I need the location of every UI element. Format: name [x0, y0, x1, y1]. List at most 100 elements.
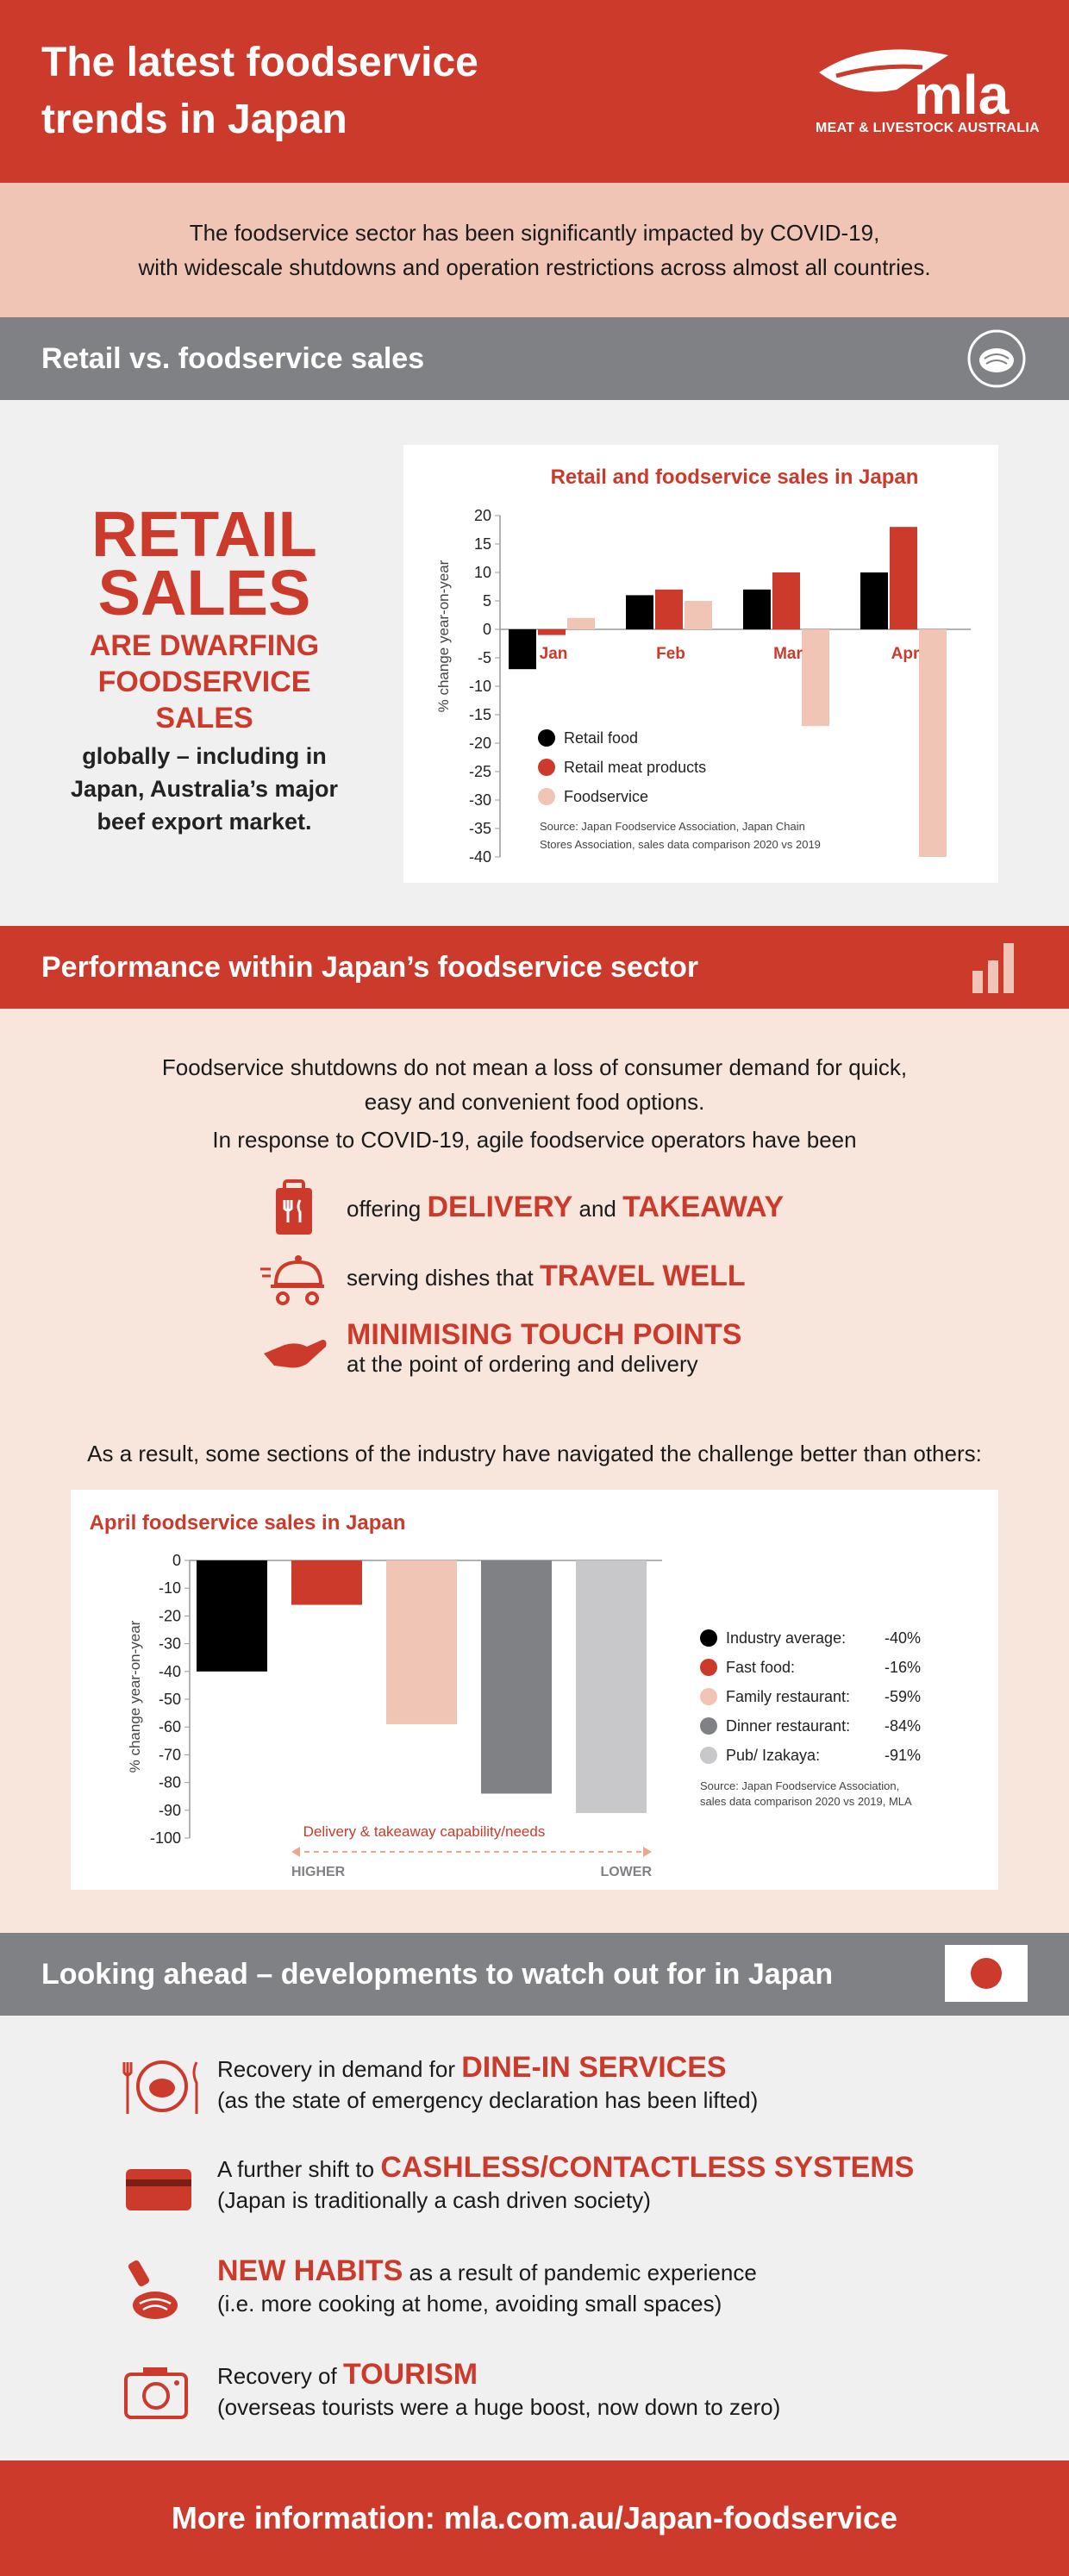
- section-title: Looking ahead – developments to watch ou…: [41, 1957, 834, 1991]
- chart-1-bar: [860, 572, 888, 629]
- meat-icon: [967, 329, 1026, 388]
- logo-subtitle: MEAT & LIVESTOCK AUSTRALIA: [816, 121, 1040, 135]
- chart-2-y-tick-label: -60: [159, 1718, 181, 1735]
- chart-1-bar: [890, 527, 917, 629]
- chart-1-y-tick-label: -25: [469, 763, 491, 780]
- dining-plate-icon: [122, 2060, 198, 2114]
- chart-1-legend-label: Foodservice: [564, 788, 648, 805]
- chart-2-y-tick-label: -40: [159, 1663, 181, 1680]
- header: The latest foodservice trends in Japan m…: [0, 0, 1069, 183]
- feature-takeaway-highlight: TAKEAWAY: [622, 1191, 785, 1223]
- intro-line-1: The foodservice sector has been signific…: [189, 220, 880, 246]
- japan-flag-icon: [945, 1945, 1028, 2002]
- chart-1-bar: [509, 629, 536, 670]
- ahead-2-prefix: A further shift to: [217, 2156, 381, 2182]
- section-header-retail: Retail vs. foodservice sales: [0, 317, 1069, 400]
- feature-travel-prefix: serving dishes that: [347, 1265, 541, 1291]
- callout-mid-2: FOODSERVICE: [97, 666, 311, 698]
- chart-2-legend-label: Dinner restaurant:: [726, 1717, 850, 1735]
- ahead-2-highlight: CASHLESS/CONTACTLESS SYSTEMS: [380, 2151, 915, 2184]
- chart-1-bar: [919, 629, 947, 857]
- intro: The foodservice sector has been signific…: [0, 183, 1069, 317]
- more-info-link[interactable]: More information: mla.com.au/Japan-foods…: [171, 2500, 898, 2535]
- chart-2-legend-swatch: [700, 1629, 717, 1647]
- ahead-3-highlight: NEW HABITS: [217, 2254, 403, 2287]
- chart-2-y-tick-label: -10: [159, 1579, 181, 1597]
- chart-2-title: April foodservice sales in Japan: [90, 1511, 406, 1535]
- chart-2-svg: April foodservice sales in Japan % chang…: [90, 1511, 921, 1879]
- chart-1-bar: [626, 595, 653, 629]
- chart-1-legend-label: Retail meat products: [564, 759, 706, 776]
- chart-2-bar: [576, 1560, 647, 1814]
- logo-text: mla: [914, 64, 1010, 126]
- chart-1-legend-swatch: [538, 729, 555, 747]
- sauce-meat-icon: [128, 2260, 178, 2319]
- takeaway-bag-icon: [276, 1179, 312, 1235]
- ahead-3-suffix: as a result of pandemic experience: [403, 2260, 757, 2285]
- card-icon: [126, 2169, 191, 2210]
- hand-icon: [264, 1340, 327, 1368]
- chart-1-bar: [655, 589, 683, 629]
- performance-paragraph-1: Foodservice shutdowns do not mean a loss…: [0, 1050, 1069, 1119]
- chart-1-svg: Retail and foodservice sales in Japan % …: [435, 466, 971, 866]
- ahead-item-habits: NEW HABITS as a result of pandemic exper…: [121, 2255, 757, 2324]
- ahead-4-prefix: Recovery of: [217, 2363, 343, 2389]
- feature-delivery-prefix: offering: [347, 1196, 428, 1222]
- feature-touch: MINIMISING TOUCH POINTS at the point of …: [259, 1319, 741, 1379]
- chart-1-y-tick-label: -40: [469, 848, 491, 866]
- chart-1-y-tick-label: 0: [483, 621, 491, 638]
- chart-retail-foodservice: Retail and foodservice sales in Japan % …: [403, 445, 998, 883]
- feature-delivery-and: and: [572, 1196, 623, 1222]
- chart-1-bar: [685, 601, 712, 629]
- chart-2-y-tick-label: 0: [172, 1552, 181, 1569]
- feature-travel-highlight: TRAVEL WELL: [540, 1260, 746, 1292]
- chart-1-source-1: Source: Japan Foodservice Association, J…: [540, 820, 805, 833]
- chart-1-y-tick-label: 15: [474, 535, 491, 553]
- page-title: The latest foodservice trends in Japan: [41, 40, 478, 142]
- chart-2-legend-swatch: [700, 1688, 717, 1705]
- chart-2-axis-end-higher: HIGHER: [291, 1865, 346, 1879]
- chart-2-legend-value: -59%: [885, 1688, 921, 1705]
- chart-1-bar: [772, 572, 800, 629]
- chart-1-y-tick-label: -15: [469, 706, 491, 723]
- chart-2-y-tick-label: -30: [159, 1635, 181, 1653]
- callout-mid-3: SALES: [155, 702, 253, 735]
- mla-logo: mla: [819, 49, 1010, 126]
- callout-big-1: RETAIL: [91, 498, 317, 570]
- ahead-4-highlight: TOURISM: [342, 2358, 478, 2391]
- chart-2-bar: [197, 1560, 267, 1672]
- chart-2-y-tick-label: -80: [159, 1774, 181, 1791]
- delivery-cloche-icon: [260, 1255, 324, 1305]
- chart-1-y-tick-label: 10: [474, 564, 491, 581]
- chart-2-y-tick-label: -100: [150, 1829, 181, 1847]
- chart-2-bar: [291, 1560, 362, 1605]
- chart-2-legend-swatch: [700, 1659, 717, 1676]
- chart-2-legend-label: Pub/ Izakaya:: [726, 1747, 820, 1764]
- chart-2-axis-end-lower: LOWER: [600, 1865, 652, 1879]
- p1-line-1: Foodservice shutdowns do not mean a loss…: [161, 1054, 908, 1080]
- ahead-section: Recovery in demand for DINE-IN SERVICES …: [0, 2016, 1069, 2460]
- ahead-item-tourism: Recovery of TOURISM (overseas tourists w…: [121, 2359, 780, 2428]
- retail-callout: RETAIL SALES ARE DWARFING FOODSERVICE SA…: [45, 498, 364, 838]
- chart-2-legend-label: Fast food:: [726, 1659, 795, 1676]
- section-title: Performance within Japan’s foodservice s…: [41, 950, 699, 984]
- feature-touch-desc: at the point of ordering and delivery: [347, 1351, 698, 1377]
- callout-big-2: SALES: [97, 557, 311, 628]
- chart-2-legend-swatch: [700, 1717, 717, 1735]
- chart-1-bar: [743, 589, 771, 629]
- chart-2-legend-value: -16%: [885, 1659, 921, 1676]
- ahead-2-desc: (Japan is traditionally a cash driven so…: [217, 2187, 651, 2213]
- performance-section: Foodservice shutdowns do not mean a loss…: [0, 1009, 1069, 1933]
- chart-1-category-label: Feb: [656, 645, 685, 663]
- ahead-1-prefix: Recovery in demand for: [217, 2056, 462, 2082]
- performance-result: As a result, some sections of the indust…: [87, 1441, 982, 1466]
- chart-2-source-1: Source: Japan Foodservice Association,: [700, 1779, 899, 1792]
- callout-small: globally – including in Japan, Australia…: [70, 743, 339, 835]
- chart-1-bar: [567, 617, 595, 629]
- chart-2-bar: [386, 1560, 457, 1724]
- ahead-item-dine-in: Recovery in demand for DINE-IN SERVICES …: [121, 2052, 758, 2121]
- ahead-3-desc: (i.e. more cooking at home, avoiding sma…: [217, 2291, 722, 2317]
- callout-mid-1: ARE DWARFING: [89, 629, 320, 662]
- chart-2-legend-label: Industry average:: [726, 1629, 846, 1647]
- chart-1-y-tick-label: -30: [469, 791, 491, 809]
